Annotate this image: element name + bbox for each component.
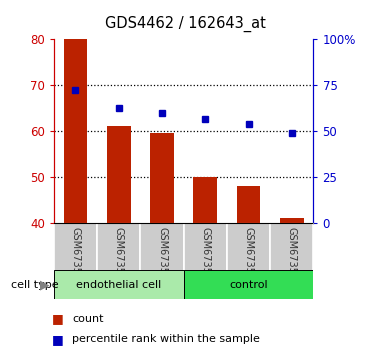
Text: percentile rank within the sample: percentile rank within the sample [72, 334, 260, 344]
Text: GSM673576: GSM673576 [200, 227, 210, 286]
Bar [227, 223, 270, 271]
Bar [193, 177, 217, 223]
Text: GSM673575: GSM673575 [157, 227, 167, 286]
Bar [54, 223, 97, 271]
Text: GSM673573: GSM673573 [70, 227, 81, 286]
Bar [270, 223, 313, 271]
Text: cell type: cell type [11, 280, 59, 290]
Bar [140, 223, 184, 271]
Bar [184, 270, 313, 299]
Bar [150, 133, 174, 223]
Bar [184, 223, 227, 271]
Text: GSM673578: GSM673578 [287, 227, 297, 286]
Bar [54, 270, 184, 299]
Bar [280, 218, 304, 223]
Text: ▶: ▶ [40, 278, 50, 291]
Text: endothelial cell: endothelial cell [76, 280, 161, 290]
Bar [107, 126, 131, 223]
Text: control: control [229, 280, 268, 290]
Text: GSM673574: GSM673574 [114, 227, 124, 286]
Bar [237, 186, 260, 223]
Text: ■: ■ [52, 333, 64, 346]
Bar [97, 223, 140, 271]
Text: ■: ■ [52, 312, 64, 325]
Text: GSM673577: GSM673577 [244, 227, 253, 286]
Text: GDS4462 / 162643_at: GDS4462 / 162643_at [105, 16, 266, 32]
Text: count: count [72, 314, 104, 324]
Bar [63, 39, 87, 223]
